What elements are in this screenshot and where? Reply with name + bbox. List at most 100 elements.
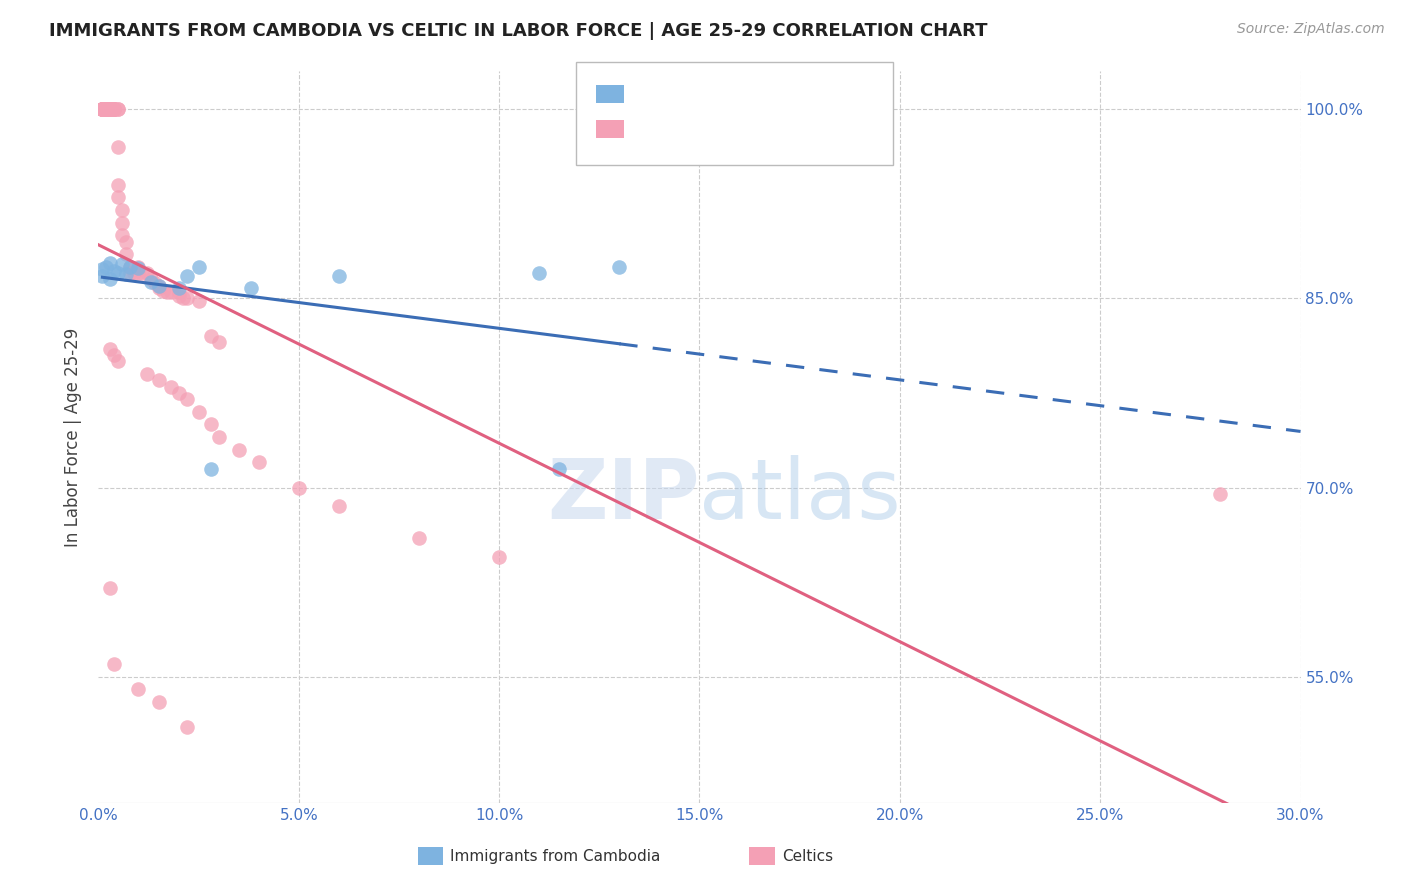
Text: Source: ZipAtlas.com: Source: ZipAtlas.com xyxy=(1237,22,1385,37)
Point xyxy=(148,281,170,295)
Point xyxy=(107,354,129,368)
Point xyxy=(187,260,209,274)
Point xyxy=(143,277,166,291)
Point xyxy=(96,260,118,274)
Point xyxy=(91,102,114,116)
Point xyxy=(152,284,174,298)
Point xyxy=(139,272,162,286)
Point xyxy=(128,261,150,276)
Point xyxy=(111,228,134,243)
Point xyxy=(91,262,114,277)
Point xyxy=(103,657,125,671)
Text: N =: N = xyxy=(733,120,780,138)
Text: Immigrants from Cambodia: Immigrants from Cambodia xyxy=(450,849,661,863)
Text: 78: 78 xyxy=(775,120,797,138)
Point xyxy=(139,275,162,289)
Point xyxy=(120,266,142,280)
Text: 0.178: 0.178 xyxy=(669,85,721,103)
Point xyxy=(100,256,122,270)
Point xyxy=(239,281,262,295)
Point xyxy=(91,102,114,116)
Point xyxy=(155,285,177,299)
Text: atlas: atlas xyxy=(700,455,901,536)
Point xyxy=(200,417,222,432)
Point xyxy=(135,266,157,280)
Point xyxy=(187,405,209,419)
Point xyxy=(200,461,222,475)
Point xyxy=(100,102,122,116)
Point xyxy=(124,266,146,280)
Point xyxy=(100,102,122,116)
Text: Celtics: Celtics xyxy=(782,849,832,863)
Point xyxy=(148,373,170,387)
Text: R =: R = xyxy=(634,120,671,138)
Point xyxy=(91,102,114,116)
Point xyxy=(128,260,150,274)
Point xyxy=(103,102,125,116)
Point xyxy=(103,102,125,116)
Y-axis label: In Labor Force | Age 25-29: In Labor Force | Age 25-29 xyxy=(65,327,83,547)
Point xyxy=(120,260,142,274)
Point xyxy=(107,178,129,192)
Point xyxy=(187,293,209,308)
Point xyxy=(172,291,194,305)
Point xyxy=(1209,487,1232,501)
Point xyxy=(131,266,153,280)
Point xyxy=(103,348,125,362)
Point xyxy=(100,582,122,596)
Point xyxy=(96,102,118,116)
Point xyxy=(91,268,114,283)
Text: 0.013: 0.013 xyxy=(669,120,721,138)
Point xyxy=(167,285,190,299)
Point xyxy=(128,682,150,697)
Point xyxy=(100,102,122,116)
Point xyxy=(91,102,114,116)
Point xyxy=(408,531,430,545)
Point xyxy=(548,461,571,475)
Point xyxy=(176,720,198,734)
Point xyxy=(111,203,134,218)
Point xyxy=(167,289,190,303)
Point xyxy=(91,102,114,116)
Text: IMMIGRANTS FROM CAMBODIA VS CELTIC IN LABOR FORCE | AGE 25-29 CORRELATION CHART: IMMIGRANTS FROM CAMBODIA VS CELTIC IN LA… xyxy=(49,22,987,40)
Point xyxy=(128,266,150,280)
Point xyxy=(120,260,142,274)
Point xyxy=(176,268,198,283)
Point xyxy=(159,285,181,299)
Point xyxy=(148,278,170,293)
Point xyxy=(103,263,125,277)
Point xyxy=(96,102,118,116)
Point xyxy=(91,102,114,116)
Point xyxy=(100,102,122,116)
Point xyxy=(96,102,118,116)
Text: ZIP: ZIP xyxy=(547,455,700,536)
Point xyxy=(488,549,510,564)
Point xyxy=(609,260,631,274)
Point xyxy=(107,102,129,116)
Point xyxy=(115,268,138,282)
Point xyxy=(208,430,231,444)
Point xyxy=(135,367,157,381)
Point xyxy=(176,291,198,305)
Point xyxy=(103,102,125,116)
Point xyxy=(107,190,129,204)
Point xyxy=(111,257,134,271)
Point xyxy=(247,455,270,469)
Text: N =: N = xyxy=(733,85,780,103)
Point xyxy=(91,102,114,116)
Point xyxy=(96,102,118,116)
Point xyxy=(328,500,350,514)
Point xyxy=(103,102,125,116)
Point xyxy=(100,102,122,116)
Point xyxy=(111,216,134,230)
Point xyxy=(107,140,129,154)
Point xyxy=(115,247,138,261)
Point xyxy=(167,281,190,295)
Point xyxy=(288,481,311,495)
Point xyxy=(91,102,114,116)
Text: 22: 22 xyxy=(775,85,799,103)
Point xyxy=(529,266,551,280)
Point xyxy=(176,392,198,407)
Point xyxy=(107,102,129,116)
Point xyxy=(107,266,129,280)
